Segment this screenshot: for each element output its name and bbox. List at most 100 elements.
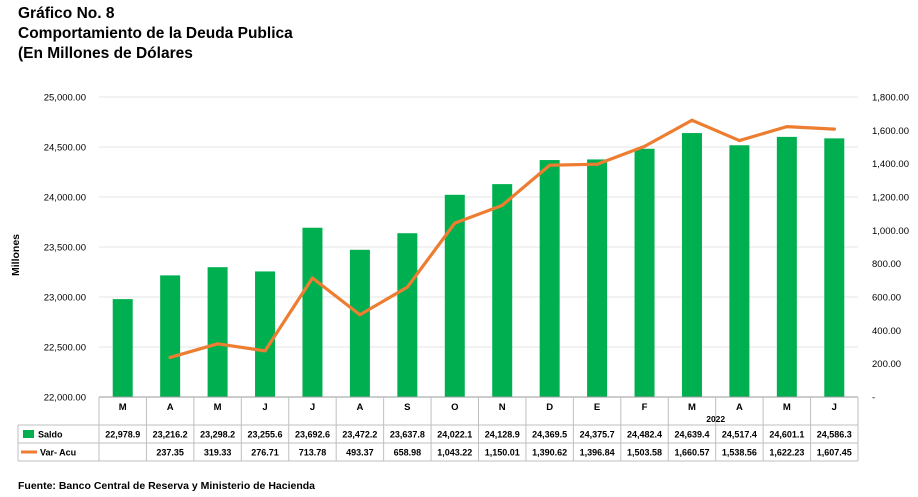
x-category-label: O: [451, 402, 458, 413]
line-point: [168, 355, 172, 360]
bar-saldo: [587, 159, 608, 397]
line-point: [405, 285, 409, 289]
data-label-saldo: 22,978.9: [105, 430, 140, 440]
left-axis-tick-label: 22,000.00: [44, 393, 86, 404]
y-axis-label: Millones: [10, 234, 22, 276]
bar-saldo: [492, 184, 513, 397]
bar-saldo: [634, 148, 655, 397]
right-axis-tick-label: 800.00: [872, 259, 901, 270]
right-axis-tick-label: 400.00: [872, 326, 901, 337]
line-point: [642, 144, 647, 149]
chart-title-block: Gráfico No. 8 Comportamiento de la Deuda…: [18, 4, 293, 64]
bar-saldo: [729, 145, 750, 397]
data-label-saldo: 24,517.4: [722, 430, 757, 440]
bar-saldo: [681, 133, 702, 397]
right-axis-tick-label: 1,600.00: [872, 126, 909, 137]
bar-saldo: [302, 227, 323, 397]
right-axis-tick-label: 1,200.00: [872, 193, 909, 204]
bar-saldo: [776, 136, 797, 397]
bar-saldo: [444, 194, 465, 397]
x-category-label: M: [783, 402, 791, 413]
chart-title-line-2: Comportamiento de la Deuda Publica: [18, 25, 293, 42]
chart-title-line-1: Gráfico No. 8: [18, 5, 115, 22]
data-label-var-acu: 1,622.23: [769, 448, 804, 458]
line-point: [737, 138, 742, 143]
data-label-saldo: 23,472.2: [342, 430, 377, 440]
data-label-var-acu: 1,150.01: [485, 448, 520, 458]
x-category-label: J: [832, 402, 837, 413]
data-label-saldo: 24,375.7: [580, 430, 615, 440]
data-label-var-acu: 658.98: [394, 448, 422, 458]
line-point: [548, 163, 552, 167]
left-axis-tick-label: 24,500.00: [44, 143, 86, 154]
bar-saldo: [207, 267, 228, 397]
data-label-saldo: 24,369.5: [532, 430, 567, 440]
bar-saldo: [112, 299, 133, 397]
line-point: [263, 349, 267, 353]
line-point: [832, 127, 836, 131]
data-label-saldo: 24,022.1: [437, 430, 472, 440]
bar-saldo: [539, 160, 560, 397]
data-label-saldo: 24,586.3: [817, 430, 852, 440]
left-axis-tick-label: 22,500.00: [44, 343, 86, 354]
legend-label-var-acu: Var- Acu: [40, 448, 76, 458]
line-point: [358, 313, 362, 317]
data-label-var-acu: 1,503.58: [627, 448, 662, 458]
bar-saldo: [160, 275, 181, 397]
bar-saldo: [255, 271, 276, 397]
right-axis-tick-label: 1,000.00: [872, 226, 909, 237]
x-category-label: A: [167, 402, 174, 413]
x-category-label: F: [642, 402, 648, 413]
left-axis-tick-label: 23,000.00: [44, 293, 86, 304]
x-category-label: M: [688, 402, 696, 413]
data-label-var-acu: 493.37: [346, 448, 374, 458]
x-category-label: J: [310, 402, 315, 413]
data-label-saldo: 23,216.2: [153, 430, 188, 440]
line-point: [595, 162, 599, 166]
left-axis-tick-label: 23,500.00: [44, 243, 86, 254]
right-axis-tick-label: 200.00: [872, 359, 901, 370]
data-label-var-acu: 713.78: [299, 448, 327, 458]
bar-saldo: [397, 233, 418, 397]
chart-title-line-3: (En Millones de Dólares: [18, 45, 193, 62]
x-category-label: E: [594, 402, 600, 413]
x-category-label: A: [736, 402, 743, 413]
bar-saldo: [349, 249, 370, 397]
left-axis-tick-label: 24,000.00: [44, 193, 86, 204]
data-label-saldo: 24,128.9: [485, 430, 520, 440]
data-label-saldo: 24,639.4: [674, 430, 709, 440]
x-category-label: J: [262, 402, 267, 413]
line-point: [310, 276, 315, 280]
data-label-saldo: 23,637.8: [390, 430, 425, 440]
data-label-saldo: 24,482.4: [627, 430, 662, 440]
right-axis-tick-label: 600.00: [872, 293, 901, 304]
data-label-var-acu: 1,660.57: [674, 448, 709, 458]
data-label-var-acu: 276.71: [251, 448, 279, 458]
x-category-label: M: [119, 402, 127, 413]
line-point: [500, 203, 504, 207]
data-label-saldo: 24,601.1: [769, 430, 804, 440]
line-point: [785, 125, 789, 129]
year-label: 2022: [706, 414, 725, 424]
data-label-var-acu: 1,043.22: [437, 448, 472, 458]
x-category-label: S: [404, 402, 410, 413]
line-point: [215, 342, 220, 346]
x-category-label: A: [356, 402, 363, 413]
x-category-label: D: [546, 402, 553, 413]
data-label-var-acu: 319.33: [204, 448, 232, 458]
data-label-var-acu: 1,607.45: [817, 448, 852, 458]
right-axis-tick-label: 1,400.00: [872, 159, 909, 170]
x-category-label: M: [214, 402, 222, 413]
data-label-saldo: 23,692.6: [295, 430, 330, 440]
data-label-saldo: 23,255.6: [248, 430, 283, 440]
bar-saldo: [824, 138, 845, 397]
source-note: Fuente: Banco Central de Reserva y Minis…: [18, 480, 316, 492]
legend-key-saldo: [23, 430, 34, 438]
right-axis-tick-label: -: [872, 393, 875, 404]
left-axis-tick-label: 25,000.00: [44, 93, 86, 104]
data-label-var-acu: 1,396.84: [580, 448, 615, 458]
line-point: [690, 118, 694, 122]
right-axis-tick-label: 1,800.00: [872, 93, 909, 104]
data-label-var-acu: 1,538.56: [722, 448, 757, 458]
